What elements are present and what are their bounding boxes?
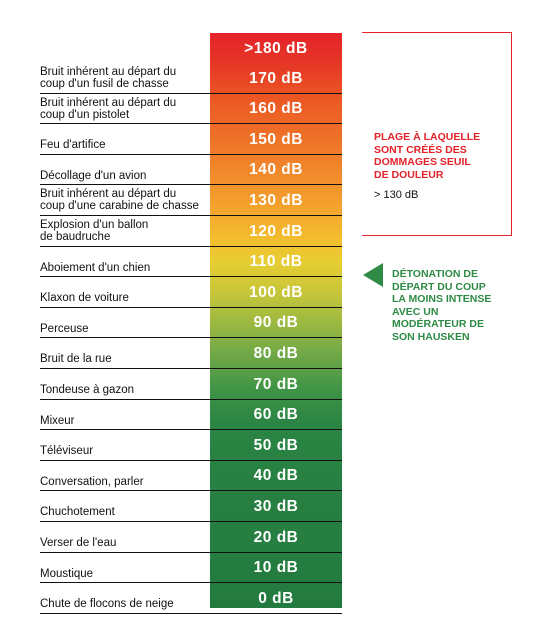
row-value: 160 dB [249,100,303,118]
row-value: 140 dB [249,161,303,179]
row-label: Klaxon de voiture [40,292,129,305]
row-divider [40,521,342,522]
row-label: Décollage d'un avion [40,169,147,182]
row-label: Perceuse [40,322,89,335]
row-label: Chute de flocons de neige [40,598,174,611]
row-label: Bruit inhérent au départ du coup d'une c… [40,188,199,213]
row-divider [40,459,342,461]
row-divider [40,398,342,400]
row-label: Verser de l'eau [40,537,117,549]
row-label: Aboiement d'un chien [40,261,151,274]
row-value: 60 dB [253,406,299,424]
row-label: Téléviseur [40,445,94,458]
row-divider [40,612,342,614]
row-label: Explosion d'un ballon de baudruche [40,219,149,243]
row-divider [40,276,342,278]
row-label: Feu d'artifice [40,139,106,152]
row-value: 50 dB [253,436,299,454]
row-value: 40 dB [253,467,299,485]
row-divider [40,153,342,155]
row-label: Bruit de la rue [40,353,112,366]
row-value: 130 dB [249,191,303,209]
moderator-note: DÉTONATION DE DÉPART DU COUP LA MOINS IN… [392,268,492,343]
row-value: 0 dB [258,589,294,607]
pain-threshold-title: PLAGE À LAQUELLE SONT CRÉÉS DES DOMMAGES… [374,131,481,181]
pain-threshold-value: > 130 dB [374,189,419,201]
row-divider [40,245,342,247]
row-divider [40,215,342,216]
row-value: 10 dB [253,559,299,577]
row-label: Chuchotement [40,506,115,519]
arrow-left-icon [363,263,383,287]
row-divider [40,551,342,553]
row-value: 80 dB [253,344,299,362]
row-value: 20 dB [253,528,299,546]
row-divider [40,429,342,431]
row-label: Bruit inhérent au départ du coup d'un pi… [40,96,177,121]
row-divider [40,92,342,94]
row-divider [40,368,342,369]
row-divider [40,184,342,186]
row-label: Bruit inhérent au départ du coup d'un fu… [40,66,177,90]
row-value: 110 dB [249,253,303,271]
row-label: Conversation, parler [40,475,144,488]
row-divider [40,337,342,339]
row-label: Mixeur [40,414,75,427]
row-label: Moustique [40,567,94,580]
top-value: >180 dB [244,39,308,57]
row-divider [40,306,342,308]
row-label: Tondeuse à gazon [40,384,134,396]
row-divider [40,123,342,125]
row-value: 120 dB [249,222,303,240]
row-value: 150 dB [249,130,303,148]
decibel-color-bar [210,33,342,608]
row-divider [40,490,342,492]
row-value: 170 dB [249,69,303,87]
row-value: 100 dB [249,283,303,301]
row-value: 30 dB [253,497,299,515]
row-divider [40,582,342,584]
row-value: 90 dB [253,314,299,332]
pain-threshold-bracket [362,32,512,236]
row-value: 70 dB [253,375,299,393]
